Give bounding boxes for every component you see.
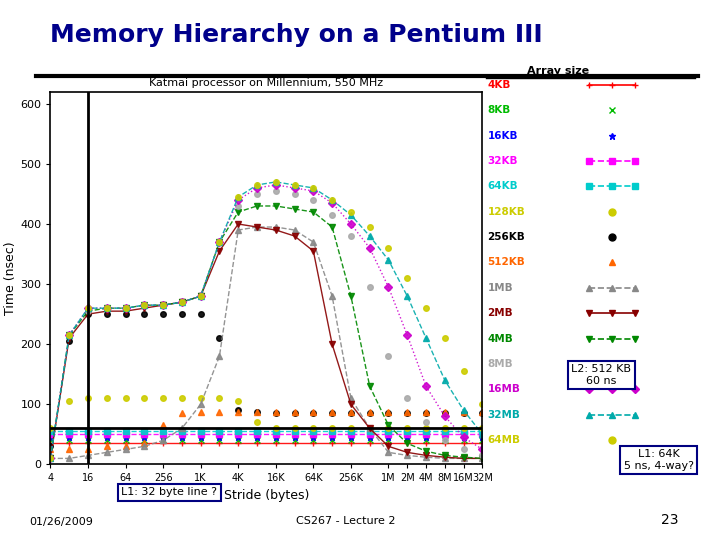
Text: 4KB: 4KB — [487, 80, 510, 90]
Text: 2MB: 2MB — [487, 308, 513, 318]
Text: L1: 32 byte line ?: L1: 32 byte line ? — [121, 488, 217, 497]
Text: Array size: Array size — [527, 65, 589, 76]
Text: 1MB: 1MB — [487, 283, 513, 293]
Y-axis label: Time (nsec): Time (nsec) — [4, 241, 17, 315]
Text: 8MB: 8MB — [487, 359, 513, 369]
Text: 128KB: 128KB — [487, 207, 525, 217]
Text: 256KB: 256KB — [487, 232, 525, 242]
Text: 4MB: 4MB — [487, 334, 513, 343]
Text: 01/26/2009: 01/26/2009 — [29, 516, 93, 526]
Text: 16MB: 16MB — [487, 384, 521, 394]
Text: CS267 - Lecture 2: CS267 - Lecture 2 — [296, 516, 395, 526]
Text: 8KB: 8KB — [487, 105, 510, 115]
Text: 64KB: 64KB — [487, 181, 518, 191]
Text: 23: 23 — [661, 512, 678, 526]
X-axis label: Stride (bytes): Stride (bytes) — [224, 489, 309, 502]
Text: 32KB: 32KB — [487, 156, 518, 166]
Text: Memory Hierarchy on a Pentium III: Memory Hierarchy on a Pentium III — [50, 23, 543, 47]
Title: Katmai processor on Millennium, 550 MHz: Katmai processor on Millennium, 550 MHz — [149, 78, 384, 88]
Text: L2: 512 KB
60 ns: L2: 512 KB 60 ns — [571, 364, 631, 386]
Text: 16KB: 16KB — [487, 131, 518, 140]
Text: 512KB: 512KB — [487, 258, 525, 267]
Text: 32MB: 32MB — [487, 410, 521, 420]
Text: L1: 64K
5 ns, 4-way?: L1: 64K 5 ns, 4-way? — [624, 449, 694, 471]
Text: 64MB: 64MB — [487, 435, 521, 445]
